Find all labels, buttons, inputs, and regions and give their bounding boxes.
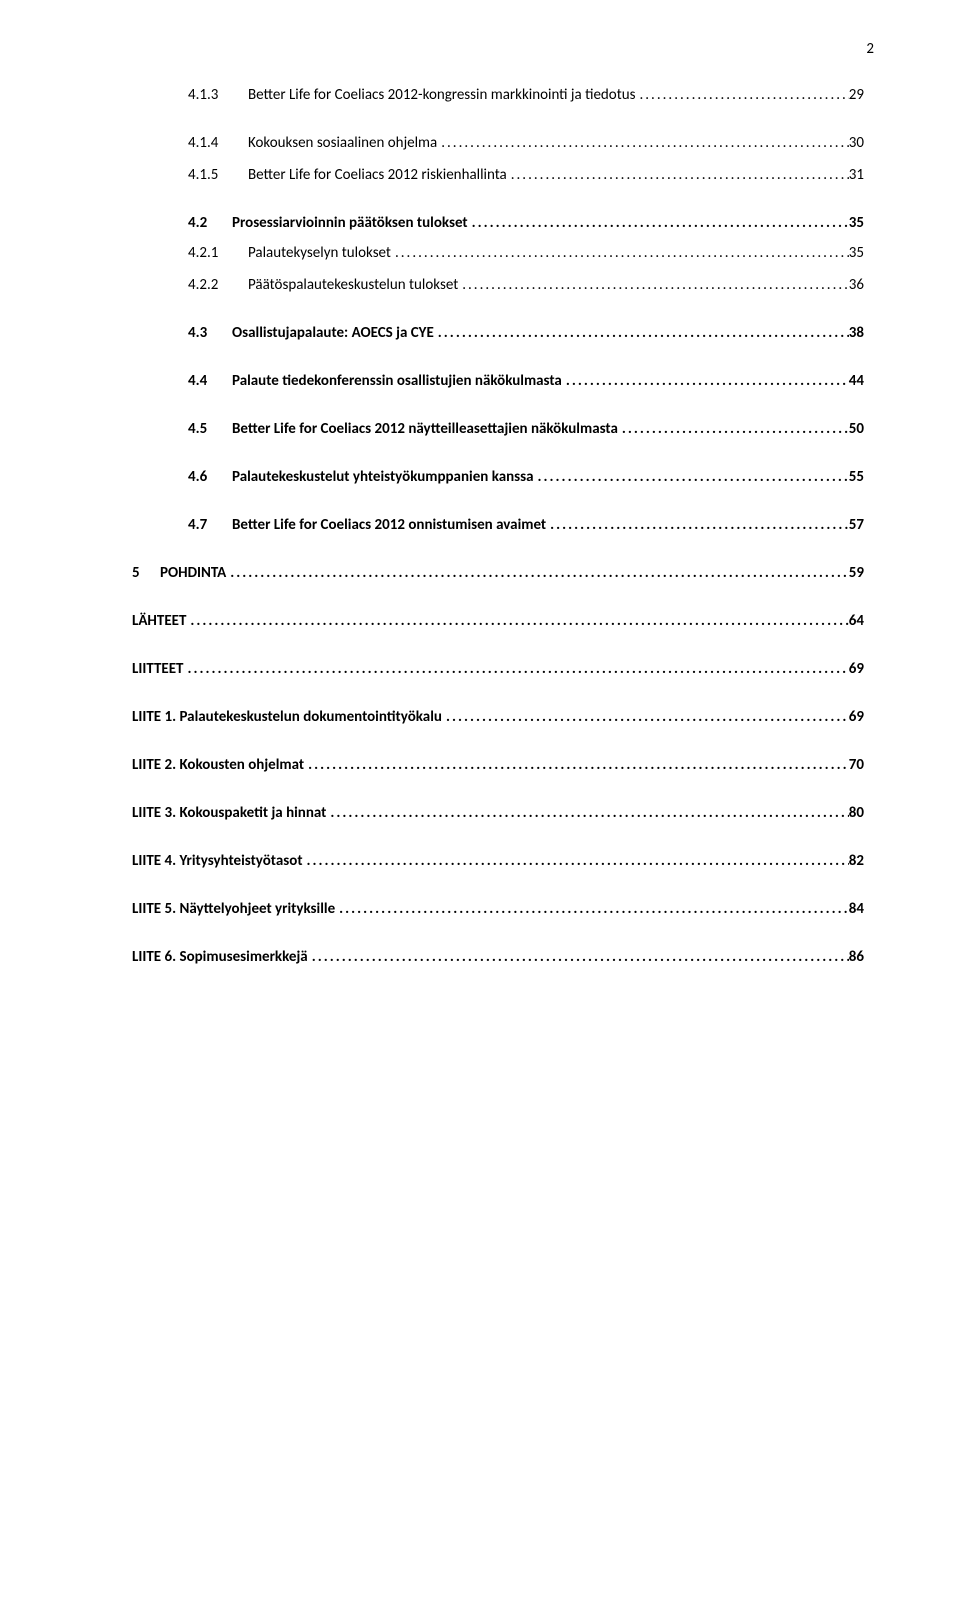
toc-entry: 4.7Better Life for Coeliacs 2012 onnistu… — [188, 516, 864, 534]
toc-entry-title: Better Life for Coeliacs 2012 onnistumis… — [232, 516, 546, 534]
toc-entry-page: 69 — [849, 660, 864, 678]
toc-entry: 4.1.4Kokouksen sosiaalinen ohjelma......… — [188, 134, 864, 152]
toc-leader-dots: ........................................… — [391, 244, 849, 262]
toc-entry-title: LIITE 4. Yritysyhteistyötasot — [132, 852, 303, 870]
toc-entry-title: LIITE 1. Palautekeskustelun dokumentoint… — [132, 708, 442, 726]
toc-entry: 4.2.2Päätöspalautekeskustelun tulokset..… — [188, 276, 864, 294]
toc-entry-number: 4.6 — [188, 468, 232, 486]
toc-entry-page: 69 — [849, 708, 864, 726]
toc-entry-number: 4.2 — [188, 214, 232, 232]
toc-entry-title: Päätöspalautekeskustelun tulokset — [248, 276, 458, 294]
toc-entry-number: 5 — [132, 564, 160, 582]
toc-leader-dots: ........................................… — [308, 948, 849, 966]
toc-entry: LIITE 4. Yritysyhteistyötasot...........… — [132, 852, 864, 870]
toc-leader-dots: ........................................… — [226, 564, 849, 582]
toc-entry-title: Osallistujapalaute: AOECS ja CYE — [232, 324, 434, 342]
toc-entry: LIITE 2. Kokousten ohjelmat.............… — [132, 756, 864, 774]
toc-entry-title: Better Life for Coeliacs 2012 riskienhal… — [248, 166, 507, 184]
toc-entry: 4.6Palautekeskustelut yhteistyökumppanie… — [188, 468, 864, 486]
toc-entry: LIITE 1. Palautekeskustelun dokumentoint… — [132, 708, 864, 726]
toc-entry: 4.2Prosessiarvioinnin päätöksen tulokset… — [188, 214, 864, 232]
toc-leader-dots: ........................................… — [326, 804, 848, 822]
toc-leader-dots: ........................................… — [303, 852, 849, 870]
toc-entry-number: 4.1.4 — [188, 134, 248, 152]
toc-entry-number: 4.4 — [188, 372, 232, 390]
toc-leader-dots: ........................................… — [562, 372, 849, 390]
toc-entry: LIITTEET................................… — [132, 660, 864, 678]
toc-entry-page: 38 — [849, 324, 864, 342]
toc-entry-number: 4.2.1 — [188, 244, 248, 262]
toc-entry-title: Better Life for Coeliacs 2012-kongressin… — [248, 86, 635, 104]
toc-entry-page: 82 — [849, 852, 864, 870]
toc-entry-page: 29 — [849, 86, 864, 104]
toc-entry: LIITE 6. Sopimusesimerkkejä.............… — [132, 948, 864, 966]
toc-entry-title: LIITE 3. Kokouspaketit ja hinnat — [132, 804, 326, 822]
toc-entry-page: 59 — [849, 564, 864, 582]
toc-entry-title: Palaute tiedekonferenssin osallistujien … — [232, 372, 562, 390]
toc-entry-page: 30 — [849, 134, 864, 152]
toc-leader-dots: ........................................… — [437, 134, 849, 152]
toc-leader-dots: ........................................… — [304, 756, 849, 774]
toc-entry-number: 4.3 — [188, 324, 232, 342]
toc-entry: 4.1.5Better Life for Coeliacs 2012 riski… — [188, 166, 864, 184]
toc-leader-dots: ........................................… — [458, 276, 849, 294]
toc-entry-title: Kokouksen sosiaalinen ohjelma — [248, 134, 437, 152]
toc-entry-title: LIITE 5. Näyttelyohjeet yrityksille — [132, 900, 335, 918]
toc-leader-dots: ........................................… — [468, 214, 849, 232]
toc-entry: 4.1.3Better Life for Coeliacs 2012-kongr… — [188, 86, 864, 104]
toc-entry: 4.5Better Life for Coeliacs 2012 näyttei… — [188, 420, 864, 438]
toc-entry-page: 35 — [849, 214, 864, 232]
toc-entry: 4.2.1Palautekyselyn tulokset............… — [188, 244, 864, 262]
toc-entry-page: 84 — [849, 900, 864, 918]
toc-entry-page: 57 — [849, 516, 864, 534]
toc-entry-page: 86 — [849, 948, 864, 966]
toc-entry-number: 4.2.2 — [188, 276, 248, 294]
toc-entry-page: 70 — [849, 756, 864, 774]
toc-entry-page: 55 — [849, 468, 864, 486]
page-number: 2 — [132, 40, 874, 58]
table-of-contents: 4.1.3Better Life for Coeliacs 2012-kongr… — [132, 86, 864, 966]
toc-entry: LÄHTEET.................................… — [132, 612, 864, 630]
toc-entry-page: 31 — [849, 166, 864, 184]
toc-leader-dots: ........................................… — [186, 612, 848, 630]
toc-entry: LIITE 3. Kokouspaketit ja hinnat........… — [132, 804, 864, 822]
toc-entry: 4.4Palaute tiedekonferenssin osallistuji… — [188, 372, 864, 390]
toc-entry-number: 4.1.5 — [188, 166, 248, 184]
toc-entry-title: Prosessiarvioinnin päätöksen tulokset — [232, 214, 468, 232]
toc-entry-number: 4.7 — [188, 516, 232, 534]
toc-entry: 5POHDINTA...............................… — [132, 564, 864, 582]
toc-entry-number: 4.1.3 — [188, 86, 248, 104]
toc-entry-page: 50 — [849, 420, 864, 438]
toc-leader-dots: ........................................… — [534, 468, 849, 486]
toc-leader-dots: ........................................… — [335, 900, 849, 918]
toc-entry: 4.3Osallistujapalaute: AOECS ja CYE.....… — [188, 324, 864, 342]
toc-leader-dots: ........................................… — [635, 86, 848, 104]
toc-leader-dots: ........................................… — [546, 516, 849, 534]
toc-entry: LIITE 5. Näyttelyohjeet yrityksille.....… — [132, 900, 864, 918]
toc-entry-title: Better Life for Coeliacs 2012 näytteille… — [232, 420, 618, 438]
toc-leader-dots: ........................................… — [507, 166, 849, 184]
toc-entry-page: 35 — [849, 244, 864, 262]
toc-leader-dots: ........................................… — [442, 708, 849, 726]
toc-leader-dots: ........................................… — [618, 420, 849, 438]
toc-entry-number: 4.5 — [188, 420, 232, 438]
toc-entry-page: 64 — [849, 612, 864, 630]
toc-entry-title: Palautekyselyn tulokset — [248, 244, 391, 262]
toc-entry-title: Palautekeskustelut yhteistyökumppanien k… — [232, 468, 534, 486]
toc-entry-title: LIITE 6. Sopimusesimerkkejä — [132, 948, 308, 966]
toc-leader-dots: ........................................… — [183, 660, 848, 678]
toc-entry-page: 36 — [849, 276, 864, 294]
toc-entry-page: 80 — [849, 804, 864, 822]
toc-entry-page: 44 — [849, 372, 864, 390]
toc-entry-title: LIITE 2. Kokousten ohjelmat — [132, 756, 304, 774]
toc-entry-title: LÄHTEET — [132, 612, 186, 630]
toc-entry-title: POHDINTA — [160, 564, 226, 582]
toc-entry-title: LIITTEET — [132, 660, 183, 678]
toc-leader-dots: ........................................… — [434, 324, 849, 342]
